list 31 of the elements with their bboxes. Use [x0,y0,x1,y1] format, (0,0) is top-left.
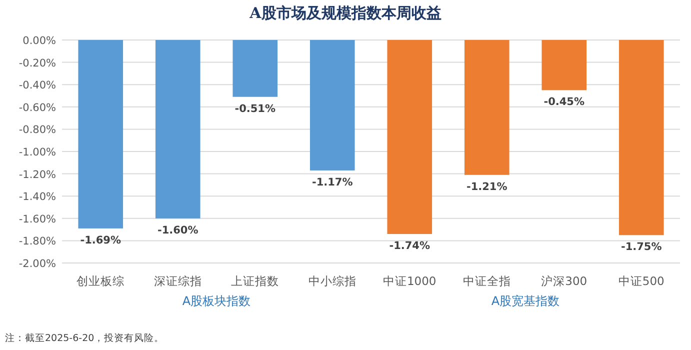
x-tick-label: 中证500 [618,274,664,288]
y-tick-label: -1.80% [18,236,56,248]
data-label: -0.45% [544,96,585,108]
data-label: -0.51% [234,102,276,115]
data-label: -1.60% [157,224,199,236]
text: 注：截至2025-6-20，投资有风险。 [5,332,164,344]
y-tick-label: -0.40% [18,80,56,92]
y-tick-label: -0.60% [18,102,56,114]
x-tick-label: 创业板综 [76,274,125,288]
y-tick-label: -0.80% [18,124,56,136]
x-tick-label: 中证1000 [382,274,436,288]
x-tick-label: 深证综指 [154,274,202,288]
data-label: -1.75% [620,241,662,254]
x-tick-label: 中证全指 [462,274,511,288]
text: A股板块指数 [182,294,251,308]
chart-title: A股市场及规模指数本周收益 [248,4,442,22]
y-tick-label: 0.00% [22,35,56,47]
x-tick-label: 中小综指 [308,274,356,288]
x-tick-label: 沪深300 [541,274,588,288]
data-label: -1.69% [80,234,122,246]
y-tick-label: -1.40% [18,191,56,204]
y-tick-label: -1.60% [18,213,56,226]
y-tick-label: -2.00% [18,258,56,270]
y-tick-label: -1.00% [18,146,56,158]
data-label: -1.74% [389,240,430,252]
text: A股宽基指数 [491,294,560,308]
data-label: -1.21% [466,180,508,193]
y-tick-label: -1.20% [18,168,56,181]
x-tick-label: 上证指数 [231,274,280,288]
y-tick-label: -0.20% [18,57,56,70]
data-label: -1.17% [312,176,354,188]
